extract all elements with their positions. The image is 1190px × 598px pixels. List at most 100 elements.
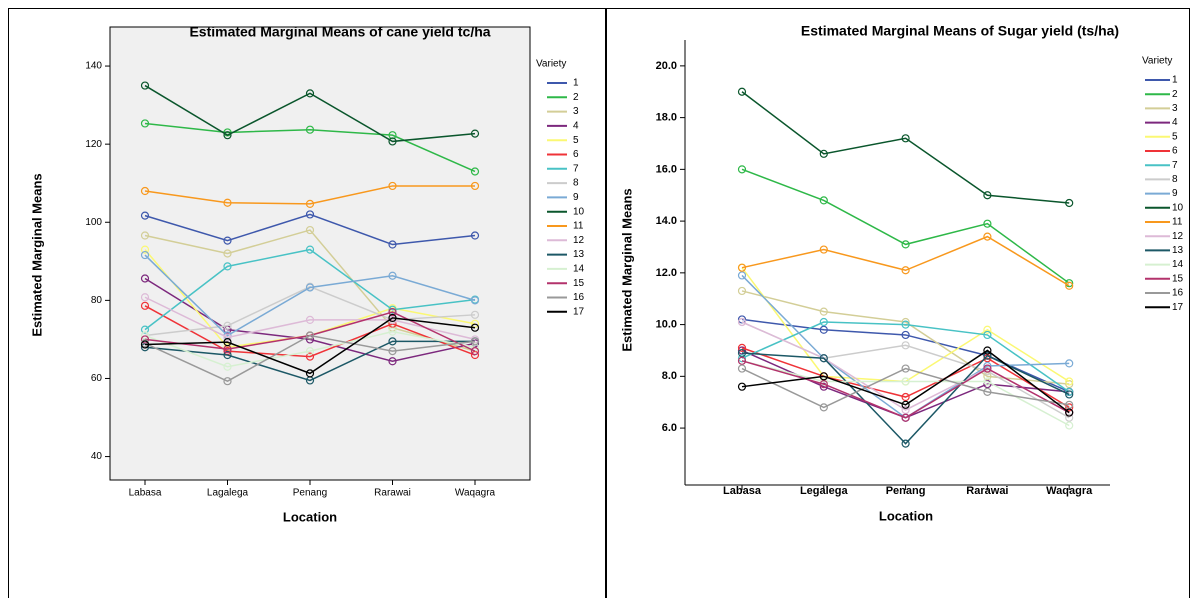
point-marker	[737, 382, 747, 391]
point-marker	[223, 198, 232, 207]
point-marker	[983, 364, 992, 373]
series-line	[741, 349, 1070, 414]
point-marker	[1065, 281, 1074, 290]
point-marker	[901, 330, 910, 340]
point-marker	[305, 283, 315, 292]
point-marker	[737, 271, 747, 280]
series-line	[741, 318, 1070, 393]
x-tick-label: Lagalega	[207, 488, 249, 499]
point-marker	[901, 320, 910, 329]
point-marker	[305, 125, 315, 134]
y-tick-label: 80	[91, 295, 103, 306]
legend-label: 8	[573, 178, 579, 189]
point-marker	[140, 250, 150, 260]
point-marker	[819, 379, 828, 389]
chart: Estimated Marginal Means of cane yield t…	[29, 24, 584, 525]
series-line	[144, 185, 475, 205]
point-marker	[388, 313, 397, 323]
point-marker	[305, 89, 315, 98]
point-marker	[901, 377, 910, 386]
series-line	[144, 248, 476, 331]
point-marker	[470, 167, 480, 176]
point-marker	[223, 321, 232, 330]
point-marker	[901, 392, 910, 402]
point-marker	[1065, 198, 1074, 208]
point-marker	[1065, 390, 1074, 399]
plot-area	[109, 26, 531, 481]
point-marker	[901, 413, 910, 422]
legend-label: 8	[1172, 174, 1178, 185]
point-marker	[140, 331, 150, 340]
point-marker	[388, 271, 397, 280]
point-marker	[388, 137, 397, 146]
series-line	[741, 168, 1070, 284]
y-tick-label: 40	[91, 451, 103, 462]
point-marker	[223, 338, 232, 347]
series-line	[144, 122, 476, 173]
point-marker	[1065, 413, 1074, 422]
point-marker	[983, 377, 992, 386]
point-marker	[388, 240, 397, 249]
point-marker	[1065, 403, 1074, 412]
legend-label: 17	[1172, 302, 1184, 313]
y-axis-label: Estimated Marginal Means	[29, 173, 44, 336]
point-marker	[1065, 400, 1074, 409]
point-marker	[140, 301, 150, 310]
point-marker	[140, 81, 150, 90]
point-marker	[140, 231, 150, 240]
point-marker	[388, 347, 397, 356]
point-marker	[1065, 421, 1074, 430]
legend-label: 5	[1172, 131, 1178, 142]
right-panel	[606, 8, 1190, 598]
point-marker	[470, 129, 480, 138]
point-marker	[737, 356, 747, 365]
point-marker	[983, 346, 992, 355]
y-tick-label: 140	[85, 61, 102, 72]
legend-label: 11	[1172, 217, 1183, 228]
point-marker	[470, 181, 480, 191]
y-axis-label: Estimated Marginal Means	[619, 188, 634, 351]
point-marker	[901, 364, 910, 373]
point-marker	[140, 340, 150, 349]
point-marker	[140, 335, 150, 344]
series-line	[144, 317, 476, 375]
point-marker	[819, 307, 828, 316]
point-marker	[140, 186, 150, 196]
x-tick-label: Labasa	[723, 485, 762, 497]
point-marker	[470, 347, 480, 356]
y-tick-label: 20.0	[656, 60, 677, 72]
point-marker	[1065, 379, 1074, 389]
chart-title: Estimated Marginal Means of Sugar yield …	[801, 23, 1119, 39]
point-marker	[223, 131, 232, 140]
series-line	[144, 254, 476, 337]
x-tick-label: Penang	[886, 485, 926, 497]
point-marker	[305, 331, 315, 340]
point-marker	[901, 405, 910, 415]
legend-label: 17	[573, 306, 585, 317]
x-tick-label: Penang	[293, 488, 327, 499]
point-marker	[388, 337, 397, 346]
legend-label: 1	[573, 78, 579, 89]
point-marker	[470, 323, 480, 332]
point-marker	[737, 354, 747, 363]
point-marker	[819, 317, 828, 327]
series-line	[741, 367, 1070, 409]
series-line	[741, 360, 1070, 419]
point-marker	[305, 225, 315, 235]
y-tick-label: 12.0	[656, 267, 677, 279]
point-marker	[983, 354, 992, 363]
x-tick-label: Waqagra	[455, 488, 496, 499]
y-tick-label: 100	[85, 217, 102, 228]
legend-title: Variety	[1142, 56, 1172, 67]
point-marker	[737, 346, 747, 355]
point-marker	[983, 191, 992, 200]
point-marker	[223, 262, 232, 271]
point-marker	[305, 315, 315, 324]
legend-title: Variety	[536, 59, 566, 70]
point-marker	[983, 387, 992, 396]
point-marker	[470, 337, 480, 346]
point-marker	[223, 333, 232, 342]
point-marker	[901, 240, 910, 249]
point-marker	[305, 245, 315, 254]
